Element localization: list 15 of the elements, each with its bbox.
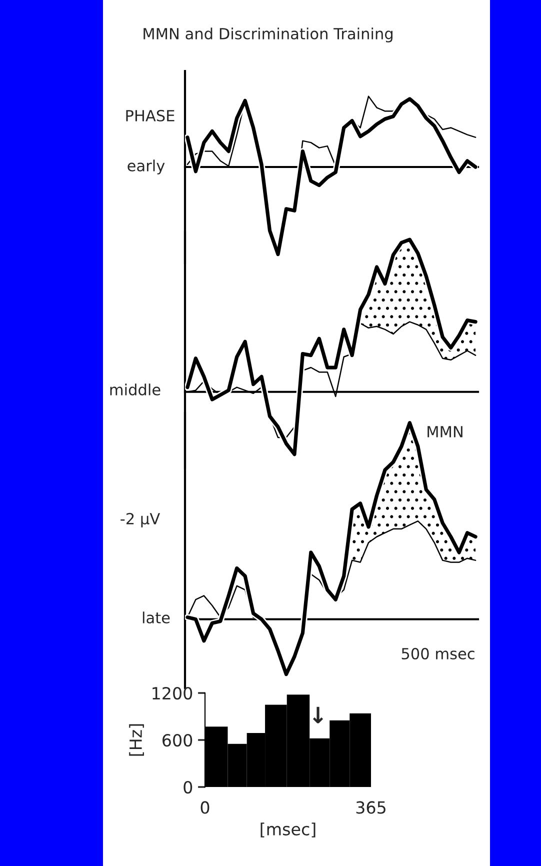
annotation: ↓	[312, 706, 324, 724]
text: PHASE	[126, 110, 174, 122]
text: early	[128, 160, 165, 174]
x-axis-title: [msec]	[260, 822, 316, 838]
chart-title: MMN and Discrimination Training	[144, 28, 392, 42]
text: late	[142, 612, 170, 624]
y-tick-label: 600	[162, 734, 192, 747]
y-tick-label: 0	[184, 780, 192, 794]
text: middle	[110, 384, 160, 396]
annotation: MMN	[428, 426, 462, 438]
y-axis-title: [Hz]	[129, 724, 144, 756]
x-tick-label: 365	[356, 801, 386, 814]
text: -2 µV	[120, 512, 160, 528]
y-tick-label: 1200	[152, 686, 192, 700]
annotation: 500 msec	[402, 648, 474, 660]
